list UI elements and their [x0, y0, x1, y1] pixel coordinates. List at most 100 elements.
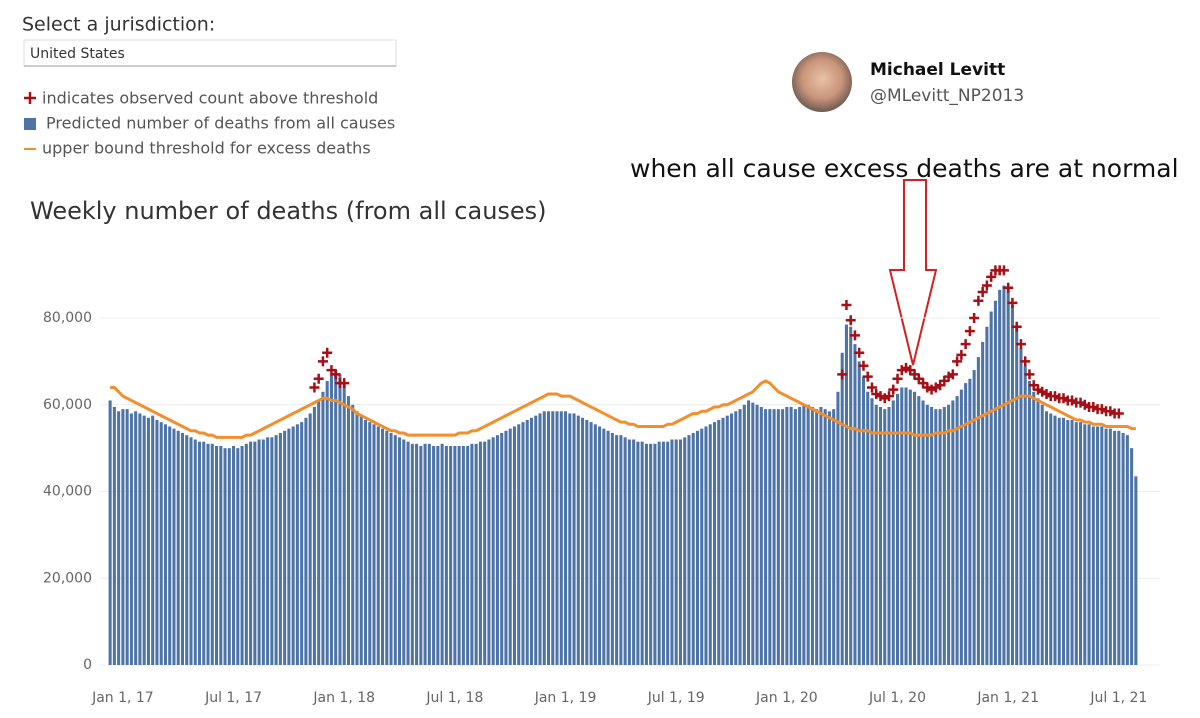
- x-tick-label: Jul 1, 21: [1089, 690, 1147, 706]
- bar: [832, 409, 836, 665]
- y-tick-label: 80,000: [43, 310, 92, 326]
- bar: [989, 311, 993, 665]
- bar: [1027, 380, 1031, 665]
- author-handle[interactable]: @MLevitt_NP2013: [870, 86, 1024, 106]
- bar: [249, 441, 253, 665]
- bar: [568, 413, 572, 665]
- bar: [274, 435, 278, 665]
- bar: [355, 411, 359, 665]
- jurisdiction-dropdown[interactable]: [23, 39, 397, 67]
- bar: [1100, 426, 1104, 665]
- bar: [138, 413, 142, 665]
- observed-marker: [309, 382, 320, 393]
- bar: [338, 374, 342, 665]
- bar: [380, 428, 385, 665]
- bar: [870, 398, 874, 665]
- observed-marker: [837, 369, 848, 380]
- bar: [887, 406, 891, 665]
- bar: [670, 439, 674, 665]
- bar: [368, 422, 372, 665]
- x-tick-label: Jul 1, 17: [204, 690, 262, 706]
- bar: [261, 439, 265, 665]
- bar: [683, 437, 687, 665]
- bar: [559, 411, 563, 665]
- bar: [657, 441, 661, 665]
- bar: [576, 415, 580, 665]
- bar: [930, 406, 934, 665]
- bar: [585, 419, 589, 665]
- bar: [534, 415, 538, 665]
- bar: [202, 441, 206, 665]
- bar: [385, 430, 389, 665]
- bar: [632, 439, 636, 665]
- bar: [1070, 419, 1074, 665]
- y-tick-label: 40,000: [43, 484, 92, 500]
- bar: [1023, 365, 1027, 665]
- observed-marker: [964, 326, 975, 337]
- author-name[interactable]: Michael Levitt: [870, 60, 1005, 80]
- y-tick-label: 60,000: [43, 397, 92, 413]
- bar: [947, 404, 951, 665]
- bar: [317, 400, 321, 665]
- bar: [998, 289, 1002, 665]
- bar: [981, 341, 985, 665]
- bar: [678, 439, 682, 665]
- bar: [598, 426, 602, 665]
- annotation: when all cause excess deaths are at norm…: [630, 154, 1179, 183]
- bar: [257, 439, 261, 665]
- bar: [878, 406, 883, 665]
- bar: [589, 422, 593, 665]
- bar: [674, 439, 678, 665]
- avatar[interactable]: [792, 52, 852, 112]
- jurisdiction-value[interactable]: United States: [30, 46, 125, 62]
- bar: [402, 439, 406, 665]
- bar: [240, 445, 244, 665]
- x-tick-label: Jul 1, 18: [425, 690, 483, 706]
- bar: [921, 400, 925, 665]
- threshold-line: [110, 379, 1136, 439]
- bar: [236, 448, 240, 665]
- bar: [351, 404, 355, 665]
- observed-marker: [888, 384, 899, 395]
- bar: [1108, 428, 1112, 665]
- bar: [666, 441, 670, 665]
- bar: [363, 419, 368, 665]
- bar: [129, 413, 133, 665]
- observed-marker: [986, 271, 997, 282]
- bar: [823, 409, 827, 665]
- x-tick-label: Jan 1, 19: [534, 690, 597, 706]
- bar: [1074, 422, 1078, 665]
- bar: [487, 439, 491, 665]
- bar: [197, 441, 202, 665]
- bar: [266, 437, 270, 665]
- bar: [627, 439, 631, 665]
- bar: [866, 391, 870, 665]
- bar: [410, 443, 414, 665]
- observed-marker: [952, 356, 963, 367]
- bar: [623, 437, 627, 665]
- bar: [376, 426, 380, 665]
- bar: [1015, 326, 1019, 665]
- bar: [849, 326, 853, 665]
- bar: [1019, 348, 1023, 665]
- bar: [521, 422, 525, 665]
- bar: [861, 376, 866, 665]
- bar: [1061, 417, 1066, 665]
- observed-marker: [1007, 297, 1018, 308]
- bar: [593, 424, 597, 665]
- bar: [146, 417, 150, 665]
- bar: [474, 443, 478, 665]
- bar: [227, 448, 231, 665]
- bar: [215, 445, 219, 665]
- x-tick-label: Jan 1, 20: [755, 690, 818, 706]
- bar: [993, 300, 997, 665]
- bar: [529, 417, 534, 665]
- chart-title: Weekly number of deaths (from all causes…: [30, 197, 547, 225]
- bar: [334, 370, 338, 665]
- bar: [389, 432, 393, 665]
- bar: [270, 437, 274, 665]
- bar: [649, 443, 653, 665]
- bar: [151, 415, 155, 665]
- bar: [219, 445, 223, 665]
- bar: [470, 443, 474, 665]
